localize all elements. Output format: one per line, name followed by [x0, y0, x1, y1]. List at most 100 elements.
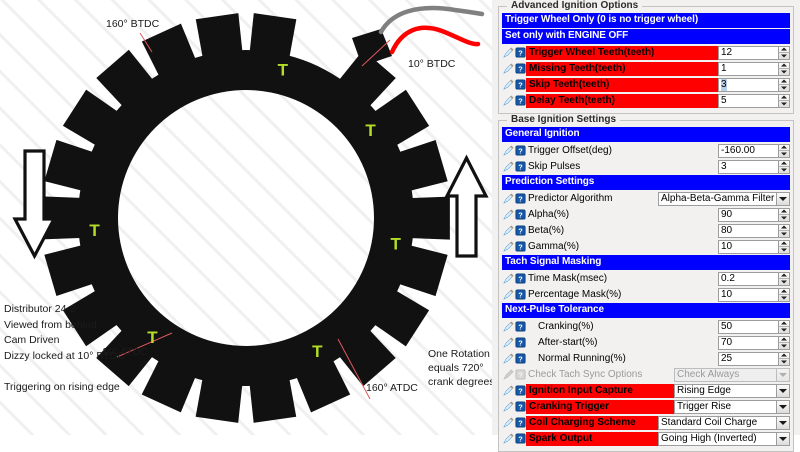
help-icon[interactable]: ?	[515, 321, 526, 332]
spinner-down-button[interactable]	[779, 231, 789, 237]
spinner-down-button[interactable]	[779, 327, 789, 333]
pencil-icon[interactable]	[503, 145, 514, 156]
value-spinner[interactable]: 10	[718, 287, 790, 302]
pencil-icon[interactable]	[503, 161, 514, 172]
help-icon[interactable]: ?	[515, 337, 526, 348]
spinner-down-button[interactable]	[779, 279, 789, 285]
chevron-down-icon[interactable]	[776, 383, 790, 398]
spinner-input[interactable]: 90	[718, 207, 778, 222]
pencil-icon[interactable]	[503, 273, 514, 284]
value-combobox[interactable]: Rising Edge	[674, 383, 790, 398]
spinner-input[interactable]: 50	[718, 319, 778, 334]
spinner-input[interactable]: 12	[718, 45, 778, 60]
spinner-input[interactable]: 3	[718, 159, 778, 174]
pencil-icon[interactable]	[503, 47, 514, 58]
value-combobox[interactable]: Trigger Rise	[674, 399, 790, 414]
spinner-down-button[interactable]	[779, 69, 789, 75]
help-icon[interactable]: ?	[515, 161, 526, 172]
setting-label: Gamma(%)	[528, 241, 580, 252]
spinner-input[interactable]: 5	[718, 93, 778, 108]
spinner-down-button[interactable]	[779, 247, 789, 253]
value-spinner[interactable]: 25	[718, 351, 790, 366]
pencil-icon[interactable]	[503, 241, 514, 252]
combobox-value[interactable]: Standard Coil Charge	[658, 415, 776, 430]
help-icon[interactable]: ?	[515, 145, 526, 156]
help-icon[interactable]: ?	[515, 273, 526, 284]
value-spinner[interactable]: 12	[718, 45, 790, 60]
value-spinner[interactable]: 70	[718, 335, 790, 350]
pencil-icon[interactable]	[503, 321, 514, 332]
spinner-input[interactable]: 1	[718, 61, 778, 76]
pencil-icon[interactable]	[503, 289, 514, 300]
value-spinner[interactable]: 50	[718, 319, 790, 334]
pencil-icon[interactable]	[503, 417, 514, 428]
spinner-down-button[interactable]	[779, 101, 789, 107]
spinner-down-button[interactable]	[779, 295, 789, 301]
value-spinner[interactable]: 10	[718, 239, 790, 254]
value-spinner[interactable]: 5	[718, 93, 790, 108]
help-icon[interactable]: ?	[515, 47, 526, 58]
help-icon[interactable]: ?	[515, 79, 526, 90]
value-combobox[interactable]: Alpha-Beta-Gamma Filter	[658, 191, 790, 206]
chevron-down-icon[interactable]	[776, 191, 790, 206]
spinner-down-button[interactable]	[779, 151, 789, 157]
value-spinner[interactable]: 0.2	[718, 271, 790, 286]
spinner-down-button[interactable]	[779, 215, 789, 221]
help-icon[interactable]: ?	[515, 289, 526, 300]
help-icon[interactable]: ?	[515, 385, 526, 396]
combobox-value[interactable]: Rising Edge	[674, 383, 776, 398]
spinner-input[interactable]: 0.2	[718, 271, 778, 286]
help-icon[interactable]: ?	[515, 193, 526, 204]
pencil-icon[interactable]	[503, 209, 514, 220]
spinner-down-button[interactable]	[779, 85, 789, 91]
help-icon[interactable]: ?	[515, 369, 526, 380]
pencil-icon[interactable]	[503, 401, 514, 412]
help-icon[interactable]: ?	[515, 241, 526, 252]
help-icon[interactable]: ?	[515, 225, 526, 236]
pencil-icon[interactable]	[503, 79, 514, 90]
spinner-input[interactable]: 10	[718, 239, 778, 254]
value-combobox[interactable]: Standard Coil Charge	[658, 415, 790, 430]
spinner-input[interactable]: 80	[718, 223, 778, 238]
spinner-down-button[interactable]	[779, 359, 789, 365]
help-icon[interactable]: ?	[515, 209, 526, 220]
pencil-icon[interactable]	[503, 95, 514, 106]
combobox-value[interactable]: Trigger Rise	[674, 399, 776, 414]
pencil-icon[interactable]	[503, 193, 514, 204]
chevron-down-icon[interactable]	[776, 431, 790, 446]
value-spinner[interactable]: 3	[718, 159, 790, 174]
spinner-input[interactable]: 25	[718, 351, 778, 366]
chevron-down-icon[interactable]	[776, 399, 790, 414]
svg-text:?: ?	[518, 96, 523, 105]
spinner-down-button[interactable]	[779, 53, 789, 59]
pencil-icon[interactable]	[503, 353, 514, 364]
spinner-input[interactable]: -160.00	[718, 143, 778, 158]
spinner-input[interactable]: 10	[718, 287, 778, 302]
help-icon[interactable]: ?	[515, 95, 526, 106]
value-spinner[interactable]: 80	[718, 223, 790, 238]
help-icon[interactable]: ?	[515, 417, 526, 428]
combobox-value[interactable]: Alpha-Beta-Gamma Filter	[658, 191, 776, 206]
value-spinner[interactable]: -160.00	[718, 143, 790, 158]
spinner-input[interactable]: 70	[718, 335, 778, 350]
spinner-input[interactable]: 3	[718, 77, 778, 92]
pencil-icon[interactable]	[503, 225, 514, 236]
pencil-icon[interactable]	[503, 337, 514, 348]
value-spinner[interactable]: 1	[718, 61, 790, 76]
help-icon[interactable]: ?	[515, 353, 526, 364]
value-spinner[interactable]: 3	[718, 77, 790, 92]
value-combobox[interactable]: Going High (Inverted)	[658, 431, 790, 446]
pencil-icon[interactable]	[503, 63, 514, 74]
help-icon[interactable]: ?	[515, 401, 526, 412]
help-icon[interactable]: ?	[515, 63, 526, 74]
spinner-down-button[interactable]	[779, 343, 789, 349]
combobox-value[interactable]: Check Always	[674, 367, 776, 382]
pencil-icon[interactable]	[503, 369, 514, 380]
chevron-down-icon[interactable]	[776, 415, 790, 430]
chevron-down-icon[interactable]	[776, 367, 790, 382]
value-spinner[interactable]: 90	[718, 207, 790, 222]
value-combobox[interactable]: Check Always	[674, 367, 790, 382]
pencil-icon[interactable]	[503, 385, 514, 396]
spinner-down-button[interactable]	[779, 167, 789, 173]
combobox-value[interactable]: Going High (Inverted)	[658, 431, 776, 446]
